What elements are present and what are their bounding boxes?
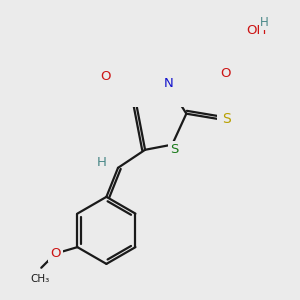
Text: H: H [260, 16, 268, 29]
Text: OH: OH [246, 24, 267, 37]
Text: S: S [170, 143, 178, 156]
Text: S: S [222, 112, 231, 126]
Text: H: H [97, 156, 107, 169]
Text: N: N [164, 77, 173, 90]
Text: O: O [50, 247, 61, 260]
Text: CH₃: CH₃ [30, 274, 50, 284]
Text: O: O [220, 67, 230, 80]
Text: O: O [100, 70, 110, 83]
